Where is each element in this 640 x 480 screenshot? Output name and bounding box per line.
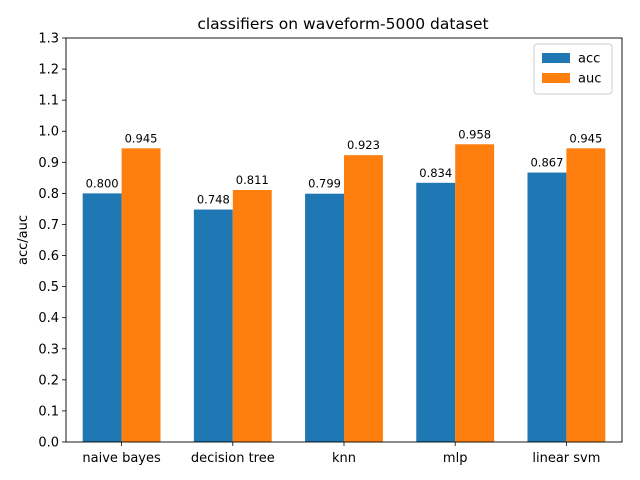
axes-layer: naive bayes decision tree knn mlp linear svm… [38, 32, 623, 466]
legend-swatch-auc [542, 73, 570, 83]
bar-acc-linear-svm [527, 172, 567, 442]
y-tick-label: 0.5 [38, 280, 59, 295]
data-label-auc-linear-svm: 0.945 [569, 131, 602, 145]
bar-auc-naive-bayes [121, 148, 161, 442]
chart-title: classifiers on waveform-5000 dataset [197, 15, 488, 33]
bar-acc-naive-bayes [82, 193, 122, 442]
x-tick-label: naive bayes [82, 451, 161, 466]
y-tick-label: 0.6 [38, 249, 59, 264]
bar-auc-mlp [455, 144, 495, 442]
y-axis-title: acc/auc [16, 215, 31, 265]
legend-label-auc: auc [578, 72, 601, 87]
bar-auc-decision-tree [232, 189, 272, 442]
bars-layer [82, 144, 606, 442]
legend-label-acc: acc [578, 52, 600, 67]
x-tick-label: decision tree [191, 451, 275, 466]
y-tick-label: 0.7 [38, 218, 59, 233]
data-label-acc-knn: 0.799 [308, 177, 341, 191]
data-label-acc-mlp: 0.834 [419, 166, 452, 180]
x-tick-label: knn [332, 451, 356, 466]
y-tick-label: 0.3 [38, 342, 59, 357]
data-label-auc-naive-bayes: 0.945 [125, 131, 158, 145]
y-tick-label: 1.1 [38, 94, 59, 109]
data-label-auc-mlp: 0.958 [458, 127, 491, 141]
y-tick-label: 0.2 [38, 373, 59, 388]
x-tick-label: mlp [443, 451, 468, 466]
data-label-acc-decision-tree: 0.748 [197, 193, 230, 207]
plot-frame [65, 37, 623, 443]
legend-swatch-acc [542, 53, 570, 63]
y-tick-label: 0.1 [38, 404, 59, 419]
y-tick-label: 0.9 [38, 156, 59, 171]
bar-auc-linear-svm [566, 148, 606, 442]
y-tick-label: 0.0 [38, 436, 59, 451]
y-tick-label: 1.2 [38, 63, 59, 78]
legend-box [533, 43, 613, 95]
data-label-acc-naive-bayes: 0.800 [86, 176, 119, 190]
y-tick-label: 1.0 [38, 125, 59, 140]
x-tick-label: linear svm [532, 451, 600, 466]
y-tick-label: 0.8 [38, 187, 59, 202]
data-label-auc-decision-tree: 0.811 [236, 173, 269, 187]
y-tick-label: 0.4 [38, 311, 59, 326]
y-tick-label: 1.3 [38, 32, 59, 47]
bar-acc-knn [305, 193, 344, 442]
bar-acc-decision-tree [193, 209, 233, 442]
data-label-auc-knn: 0.923 [347, 138, 380, 152]
data-labels-layer: 0.800 0.945 0.748 0.811 0.799 0.923 0.834 0.958… [86, 127, 603, 206]
legend: acc auc [533, 43, 613, 95]
bar-auc-knn [344, 155, 383, 442]
data-label-acc-linear-svm: 0.867 [530, 156, 563, 170]
bar-acc-mlp [416, 182, 456, 442]
